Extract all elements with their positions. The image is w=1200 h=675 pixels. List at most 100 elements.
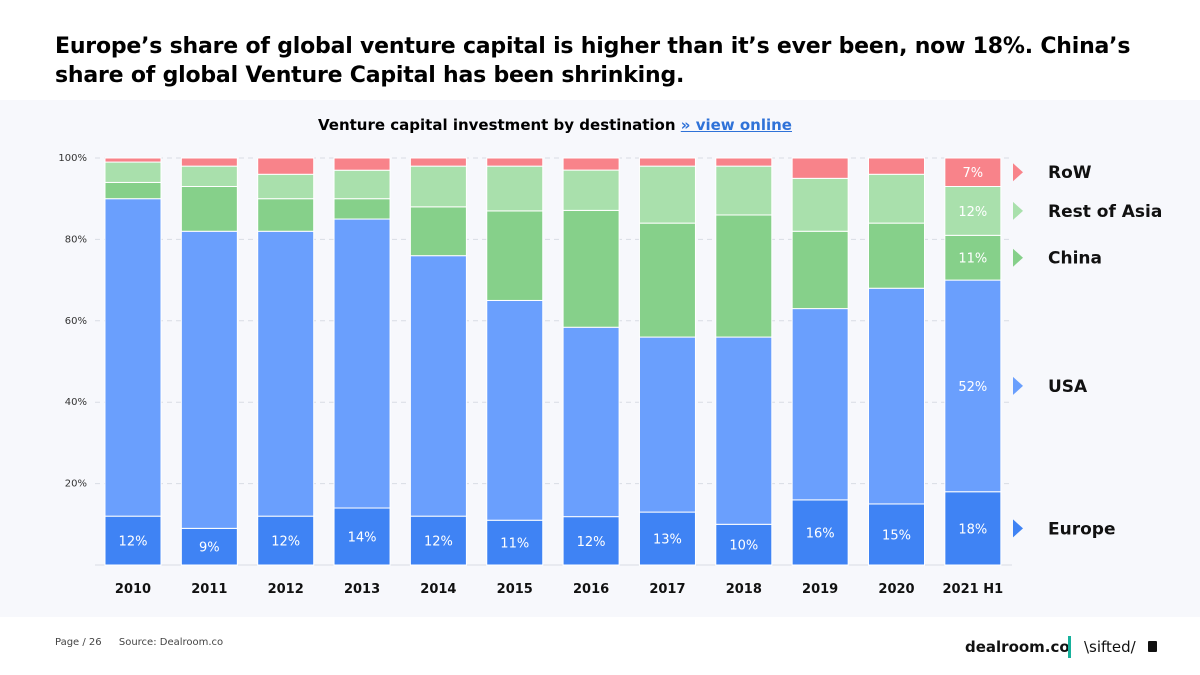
y-tick-label: 80% — [65, 234, 87, 245]
bar-segment-row — [638, 157, 696, 167]
data-label: 7% — [963, 166, 984, 181]
legend-marker — [1013, 248, 1023, 267]
data-label: 13% — [653, 533, 682, 548]
bar-segment-china — [257, 198, 315, 232]
bar-segment-rest-of-asia — [409, 165, 467, 208]
bar-segment-europe — [409, 515, 467, 566]
bar-segment-china — [791, 230, 849, 310]
bar-segment-row — [868, 157, 925, 175]
x-tick-label: 2019 — [802, 582, 838, 597]
sifted-logo-mark — [1148, 641, 1157, 652]
legend-marker — [1013, 163, 1023, 182]
brand-separator — [1068, 636, 1071, 658]
data-label: 12% — [271, 535, 300, 550]
bar-segment-china — [638, 222, 696, 338]
bar-segment-rest-of-asia — [486, 165, 544, 212]
bar-segment-europe — [257, 515, 315, 566]
bar-segment-usa — [638, 336, 696, 513]
legend-label-rest-of-asia: Rest of Asia — [1048, 202, 1162, 222]
bar-segment-china — [180, 185, 238, 232]
bar-segment-row — [486, 157, 544, 167]
bar-segment-usa — [944, 279, 1002, 493]
x-tick-label: 2015 — [497, 582, 533, 597]
chart-title-text: Venture capital investment by destinatio… — [317, 116, 676, 134]
data-label: 12% — [958, 205, 987, 220]
data-label: 16% — [806, 526, 835, 541]
bar-segment-row — [257, 157, 315, 175]
bar-segment-rest-of-asia — [715, 165, 773, 216]
bar-segment-europe — [104, 515, 162, 566]
x-tick-label: 2014 — [420, 582, 456, 597]
legend-label-row: RoW — [1048, 163, 1092, 183]
data-label: 10% — [729, 539, 758, 554]
data-label: 12% — [119, 535, 148, 550]
bar-segment-rest-of-asia — [562, 169, 620, 211]
y-tick-label: 20% — [65, 479, 87, 490]
data-label: 11% — [958, 252, 987, 267]
legend-label-china: China — [1048, 249, 1102, 269]
bar-segment-rest-of-asia — [180, 165, 238, 187]
y-tick-label: 40% — [65, 397, 87, 408]
data-label: 9% — [199, 541, 220, 556]
bar-segment-rest-of-asia — [868, 173, 925, 224]
data-label: 12% — [424, 535, 453, 550]
data-label: 12% — [577, 535, 606, 550]
data-label: 18% — [958, 522, 987, 537]
view-online-link[interactable]: » view online — [680, 116, 792, 134]
x-tick-label: 2013 — [344, 582, 380, 597]
bar-segment-row — [944, 157, 1002, 187]
bar-segment-rest-of-asia — [333, 169, 391, 200]
y-tick-label: 100% — [58, 153, 87, 164]
bar-segment-usa — [562, 326, 620, 518]
y-tick-label: 60% — [65, 316, 87, 327]
bar-segment-usa — [180, 230, 238, 529]
x-tick-label: 2021 H1 — [943, 582, 1004, 597]
legend-marker — [1013, 519, 1023, 538]
legend-marker — [1013, 376, 1023, 395]
bar-segment-china — [868, 222, 925, 289]
bar-segment-usa — [409, 255, 467, 517]
bar-segment-europe — [638, 511, 696, 566]
bar-segment-europe — [868, 503, 925, 566]
x-tick-label: 2016 — [573, 582, 609, 597]
bar-segment-rest-of-asia — [944, 185, 1002, 236]
data-label: 14% — [348, 531, 377, 546]
bar-segment-usa — [486, 299, 544, 521]
bar-segment-usa — [257, 230, 315, 517]
bar-segment-row — [715, 157, 773, 167]
bar-segment-europe — [562, 516, 620, 566]
data-label: 52% — [958, 380, 987, 395]
bar-segment-rest-of-asia — [257, 173, 315, 200]
data-label: 15% — [882, 528, 911, 543]
bar-segment-row — [791, 157, 849, 179]
source-note: Source: Dealroom.co — [118, 637, 224, 648]
bar-segment-row — [104, 157, 162, 163]
bar-segment-usa — [104, 198, 162, 517]
legend-label-europe: Europe — [1048, 519, 1115, 539]
bar-segment-europe — [715, 523, 773, 566]
footer: Page / 26 Source: Dealroom.co — [55, 637, 237, 648]
page-headline: Europe’s share of global venture capital… — [55, 34, 1131, 88]
bar-segment-china — [409, 206, 467, 257]
bar-segment-row — [333, 157, 391, 171]
x-tick-label: 2012 — [268, 582, 304, 597]
x-tick-label: 2020 — [878, 582, 914, 597]
chart-title: Venture capital investment by destinatio… — [0, 116, 1110, 134]
legend-marker — [1013, 201, 1023, 220]
x-tick-label: 2017 — [649, 582, 685, 597]
bar-segment-china — [944, 234, 1002, 281]
x-tick-label: 2011 — [191, 582, 227, 597]
bar-segment-usa — [868, 287, 925, 505]
bar-segment-row — [180, 157, 238, 167]
bar-segment-china — [104, 181, 162, 200]
bar-segment-usa — [791, 308, 849, 501]
bar-segment-usa — [333, 218, 391, 509]
bar-segment-rest-of-asia — [791, 177, 849, 232]
bar-segment-row — [409, 157, 467, 167]
page-number: Page / 26 — [55, 637, 102, 648]
bar-segment-rest-of-asia — [638, 165, 696, 224]
legend-label-usa: USA — [1048, 377, 1088, 397]
bar-segment-rest-of-asia — [104, 161, 162, 183]
bar-segment-china — [562, 209, 620, 328]
